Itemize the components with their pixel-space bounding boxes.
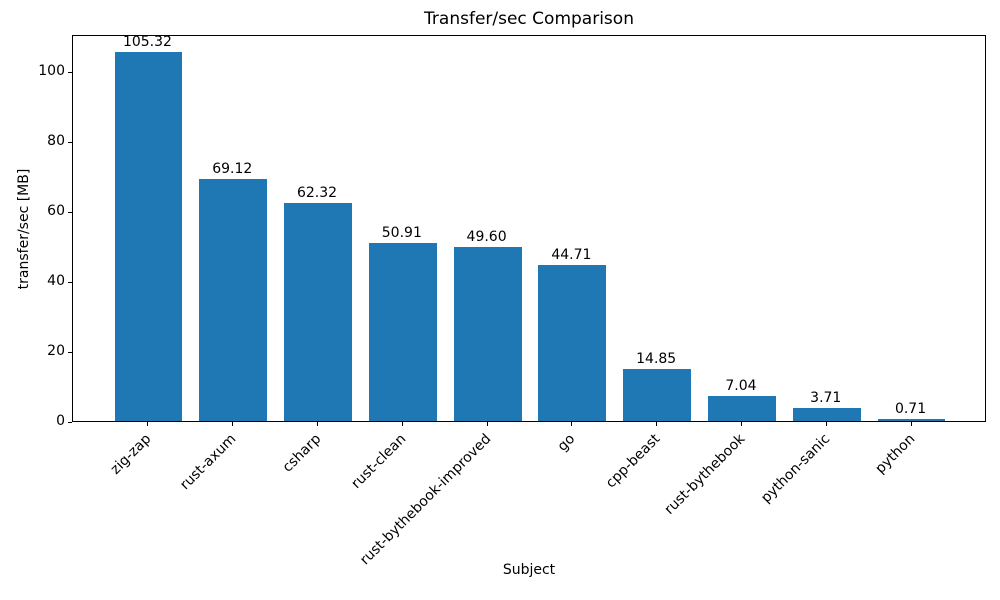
x-tick-mark xyxy=(401,422,403,426)
bar-value-label: 62.32 xyxy=(296,185,338,201)
y-tick-label: 80 xyxy=(47,133,65,150)
y-tick-label: 100 xyxy=(38,63,65,80)
plot-area xyxy=(72,35,986,422)
y-tick-label: 60 xyxy=(47,203,65,220)
y-tick-mark xyxy=(68,422,72,423)
bar xyxy=(199,179,268,421)
y-tick-mark xyxy=(68,282,72,284)
x-tick-mark xyxy=(147,422,149,426)
bar xyxy=(792,408,861,421)
bar-value-label: 14.85 xyxy=(636,351,677,367)
bar-value-label: 105.32 xyxy=(122,34,172,50)
y-tick-label: 40 xyxy=(47,273,65,290)
bar-value-label: 7.04 xyxy=(725,378,757,394)
x-tick-mark xyxy=(571,422,573,426)
x-tick-mark xyxy=(910,422,912,426)
y-axis-label: transfer/sec [MB] xyxy=(16,168,32,290)
bar-value-label: 49.60 xyxy=(466,229,507,245)
bar-value-label: 50.91 xyxy=(381,225,422,241)
bar xyxy=(538,265,607,421)
bar-value-label: 44.71 xyxy=(551,247,592,263)
y-tick-mark xyxy=(68,212,72,214)
bar-value-label: 0.71 xyxy=(894,401,927,417)
y-tick-label: 0 xyxy=(56,413,65,429)
x-axis-label: Subject xyxy=(502,562,556,578)
bar-value-label: 3.71 xyxy=(810,390,842,406)
x-tick-mark xyxy=(486,422,488,426)
y-tick-label: 20 xyxy=(47,343,65,360)
bar xyxy=(114,52,183,421)
chart-title: Transfer/sec Comparison xyxy=(424,9,634,29)
x-tick-mark xyxy=(317,422,319,426)
x-tick-mark xyxy=(825,422,827,426)
y-tick-mark xyxy=(68,72,72,74)
bar xyxy=(284,203,352,421)
bar xyxy=(368,243,437,421)
y-tick-mark xyxy=(68,352,72,354)
x-tick-mark xyxy=(232,422,234,426)
bar xyxy=(623,369,692,421)
bar-value-label: 69.12 xyxy=(212,161,253,177)
bar xyxy=(708,396,776,421)
x-tick-mark xyxy=(656,422,658,426)
bar xyxy=(453,247,522,421)
x-tick-mark xyxy=(740,422,742,426)
bar xyxy=(877,419,946,421)
y-tick-mark xyxy=(68,142,72,144)
